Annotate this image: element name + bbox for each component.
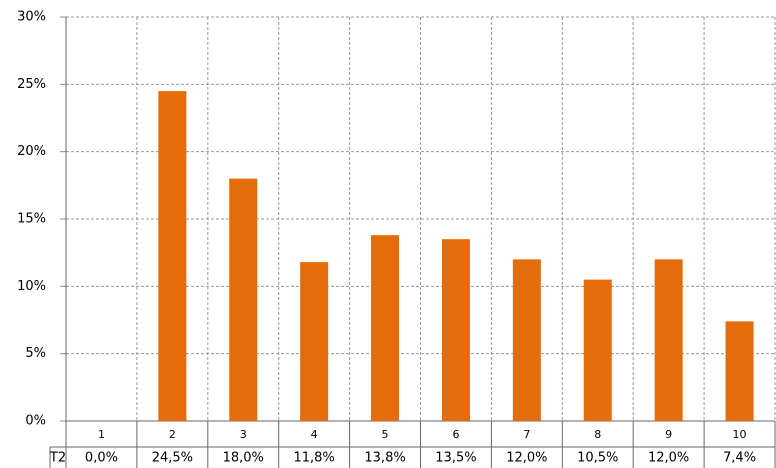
data-label: 12,0%: [648, 451, 689, 466]
bar: [583, 279, 612, 421]
x-tick-label: 1: [98, 428, 105, 441]
data-label: 18,0%: [223, 451, 264, 466]
bar: [371, 235, 400, 421]
x-tick-label: 3: [240, 428, 247, 441]
bar: [654, 259, 683, 421]
y-tick-label: 10%: [17, 279, 46, 294]
data-label: 12,0%: [506, 451, 547, 466]
x-tick-label: 8: [594, 428, 601, 441]
bar: [725, 321, 754, 421]
x-tick-label: 2: [169, 428, 176, 441]
y-tick-label: 25%: [17, 77, 46, 92]
x-tick-label: 10: [733, 428, 747, 441]
y-tick-label: 5%: [25, 346, 46, 361]
data-label: 11,8%: [293, 451, 334, 466]
data-label: 13,5%: [435, 451, 476, 466]
bar: [512, 259, 541, 421]
data-label: 0,0%: [85, 451, 118, 466]
bar: [158, 91, 187, 422]
y-tick-label: 20%: [17, 144, 46, 159]
x-tick-label: 6: [452, 428, 459, 441]
y-tick-label: 30%: [17, 10, 46, 25]
bar: [300, 262, 329, 421]
y-tick-label: 15%: [17, 212, 46, 227]
data-label: 10,5%: [577, 451, 618, 466]
x-tick-label: 7: [523, 428, 530, 441]
x-tick-label: 5: [382, 428, 389, 441]
x-tick-label: 4: [311, 428, 318, 441]
data-label: 24,5%: [152, 451, 193, 466]
bar: [441, 239, 470, 421]
legend-label: T2: [49, 451, 66, 466]
y-tick-label: 0%: [25, 414, 46, 429]
x-tick-label: 9: [665, 428, 672, 441]
data-label: 7,4%: [723, 451, 756, 466]
data-label: 13,8%: [364, 451, 405, 466]
bar: [229, 178, 258, 421]
